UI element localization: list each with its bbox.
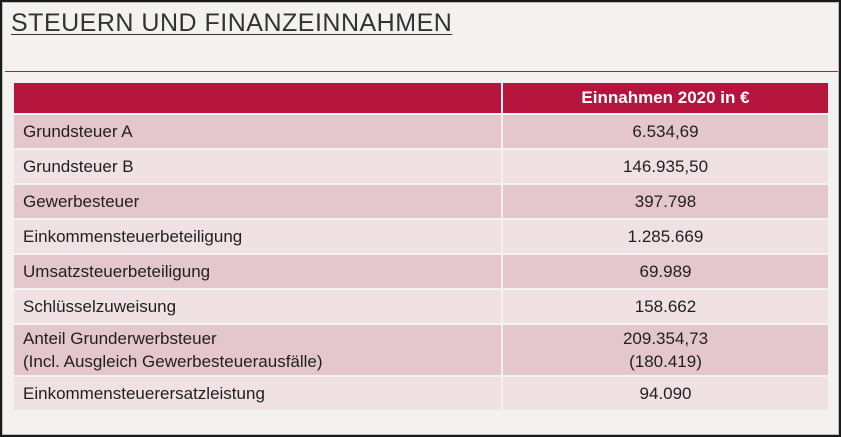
table-row: Gewerbesteuer 397.798 — [14, 185, 828, 220]
row-label-line1: Anteil Grunderwerbsteuer — [23, 329, 217, 348]
table-row: Einkommensteuerbeteiligung 1.285.669 — [14, 220, 828, 255]
row-value: 146.935,50 — [503, 150, 828, 185]
row-value: 1.285.669 — [503, 220, 828, 255]
tax-revenue-table: Einnahmen 2020 in € Grundsteuer A 6.534,… — [14, 83, 828, 412]
slide-title: STEUERN UND FINANZEINNAHMEN — [11, 9, 453, 37]
table-row: Einkommensteuerersatzleistung 94.090 — [14, 377, 828, 412]
row-label: Grundsteuer A — [14, 115, 503, 150]
row-label: Grundsteuer B — [14, 150, 503, 185]
row-label: Umsatzsteuerbeteiligung — [14, 255, 503, 290]
table-row: Anteil Grunderwerbsteuer (Incl. Ausgleic… — [14, 325, 828, 377]
header-category — [14, 83, 503, 115]
title-divider — [5, 71, 838, 72]
row-label: Einkommensteuerersatzleistung — [14, 377, 503, 412]
table-row: Schlüsselzuweisung 158.662 — [14, 290, 828, 325]
table-row: Grundsteuer B 146.935,50 — [14, 150, 828, 185]
row-value-line1: 209.354,73 — [622, 329, 709, 348]
row-label: Schlüsselzuweisung — [14, 290, 503, 325]
row-label: Gewerbesteuer — [14, 185, 503, 220]
row-value: 94.090 — [503, 377, 828, 412]
table-header-row: Einnahmen 2020 in € — [14, 83, 828, 115]
row-label-line2: (Incl. Ausgleich Gewerbesteuerausfälle) — [23, 352, 323, 371]
row-value: 158.662 — [503, 290, 828, 325]
row-value: 6.534,69 — [503, 115, 828, 150]
table-row: Grundsteuer A 6.534,69 — [14, 115, 828, 150]
header-revenue-2020: Einnahmen 2020 in € — [503, 83, 828, 115]
row-value: 397.798 — [503, 185, 828, 220]
row-value: 69.989 — [503, 255, 828, 290]
row-value-line2: (180.419) — [629, 352, 702, 371]
row-value: 209.354,73 (180.419) — [503, 325, 828, 377]
row-label: Einkommensteuerbeteiligung — [14, 220, 503, 255]
row-label: Anteil Grunderwerbsteuer (Incl. Ausgleic… — [14, 325, 503, 377]
table-row: Umsatzsteuerbeteiligung 69.989 — [14, 255, 828, 290]
